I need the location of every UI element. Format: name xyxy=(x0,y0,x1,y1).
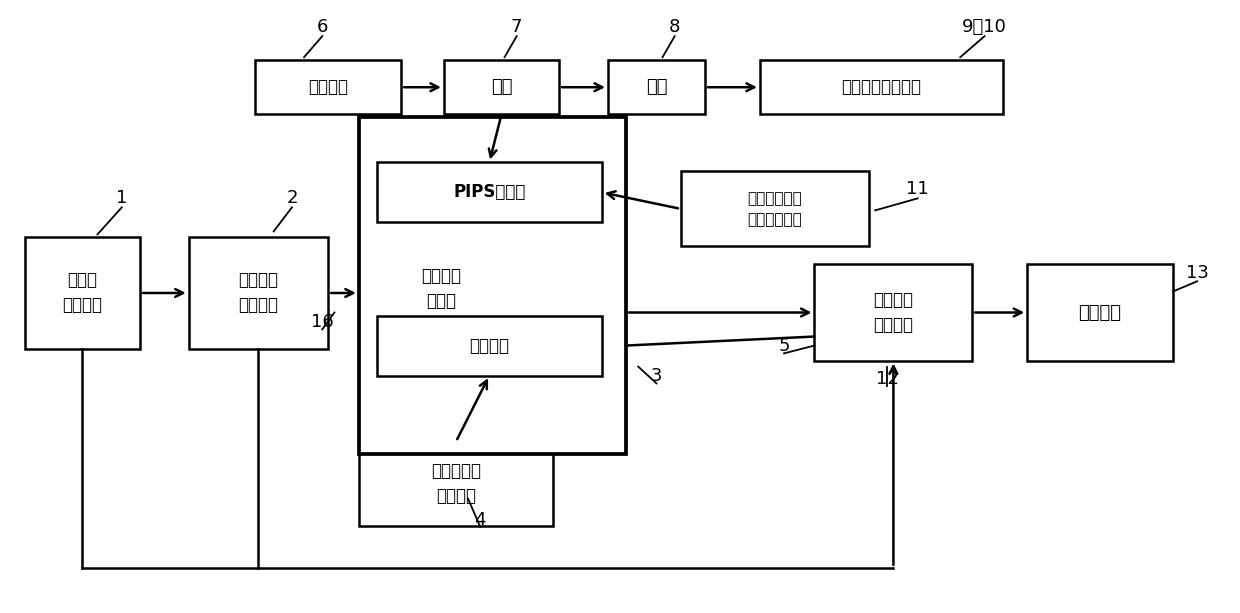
FancyBboxPatch shape xyxy=(377,162,601,223)
Text: 气体转移
真空管路: 气体转移 真空管路 xyxy=(873,291,914,334)
Text: 1: 1 xyxy=(117,189,128,207)
FancyBboxPatch shape xyxy=(608,60,706,114)
FancyBboxPatch shape xyxy=(681,171,869,246)
FancyBboxPatch shape xyxy=(25,237,140,349)
Text: 3: 3 xyxy=(651,367,662,384)
FancyBboxPatch shape xyxy=(444,60,559,114)
Text: 多道分析器及微机: 多道分析器及微机 xyxy=(841,78,921,96)
Text: 11: 11 xyxy=(906,180,929,199)
Text: 13: 13 xyxy=(1185,264,1209,283)
Text: 高压电源: 高压电源 xyxy=(309,78,348,96)
FancyBboxPatch shape xyxy=(255,60,402,114)
Text: 8: 8 xyxy=(670,18,681,36)
Text: 冷凝氡源直径
精确测量装置: 冷凝氡源直径 精确测量装置 xyxy=(748,191,802,227)
Text: 16: 16 xyxy=(311,313,334,330)
Text: 6: 6 xyxy=(316,18,327,36)
Text: 2: 2 xyxy=(286,189,298,207)
Text: 标准容器: 标准容器 xyxy=(1079,303,1121,321)
FancyBboxPatch shape xyxy=(188,237,329,349)
Text: 极低温测量
控制系统: 极低温测量 控制系统 xyxy=(432,462,481,505)
Text: 7: 7 xyxy=(511,18,522,36)
FancyBboxPatch shape xyxy=(1027,264,1173,360)
Text: 9，10: 9，10 xyxy=(962,18,1007,36)
FancyBboxPatch shape xyxy=(358,117,626,454)
FancyBboxPatch shape xyxy=(815,264,972,360)
Text: 5: 5 xyxy=(779,337,790,354)
Text: 4: 4 xyxy=(475,511,486,529)
Text: 小立体角
探测室: 小立体角 探测室 xyxy=(420,267,461,310)
Text: 扩散型
固体氡源: 扩散型 固体氡源 xyxy=(62,272,102,314)
Text: 12: 12 xyxy=(875,370,899,387)
Text: PIPS探测器: PIPS探测器 xyxy=(453,183,526,201)
Text: 真空测量
控制系统: 真空测量 控制系统 xyxy=(238,272,279,314)
Text: 前放: 前放 xyxy=(491,78,512,96)
FancyBboxPatch shape xyxy=(358,441,553,526)
FancyBboxPatch shape xyxy=(377,316,601,376)
FancyBboxPatch shape xyxy=(760,60,1003,114)
Text: 冷凝氡源: 冷凝氡源 xyxy=(470,337,510,354)
Text: 主放: 主放 xyxy=(646,78,667,96)
